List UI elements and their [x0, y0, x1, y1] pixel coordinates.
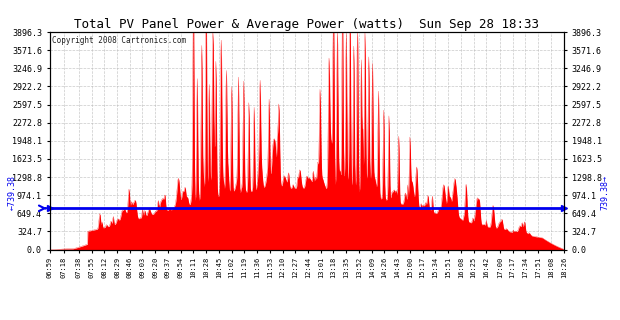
Title: Total PV Panel Power & Average Power (watts)  Sun Sep 28 18:33: Total PV Panel Power & Average Power (wa… [74, 18, 539, 31]
Text: ←739.38: ←739.38 [8, 174, 17, 210]
Text: 739.38→: 739.38→ [600, 174, 609, 210]
Text: Copyright 2008 Cartronics.com: Copyright 2008 Cartronics.com [52, 36, 186, 45]
